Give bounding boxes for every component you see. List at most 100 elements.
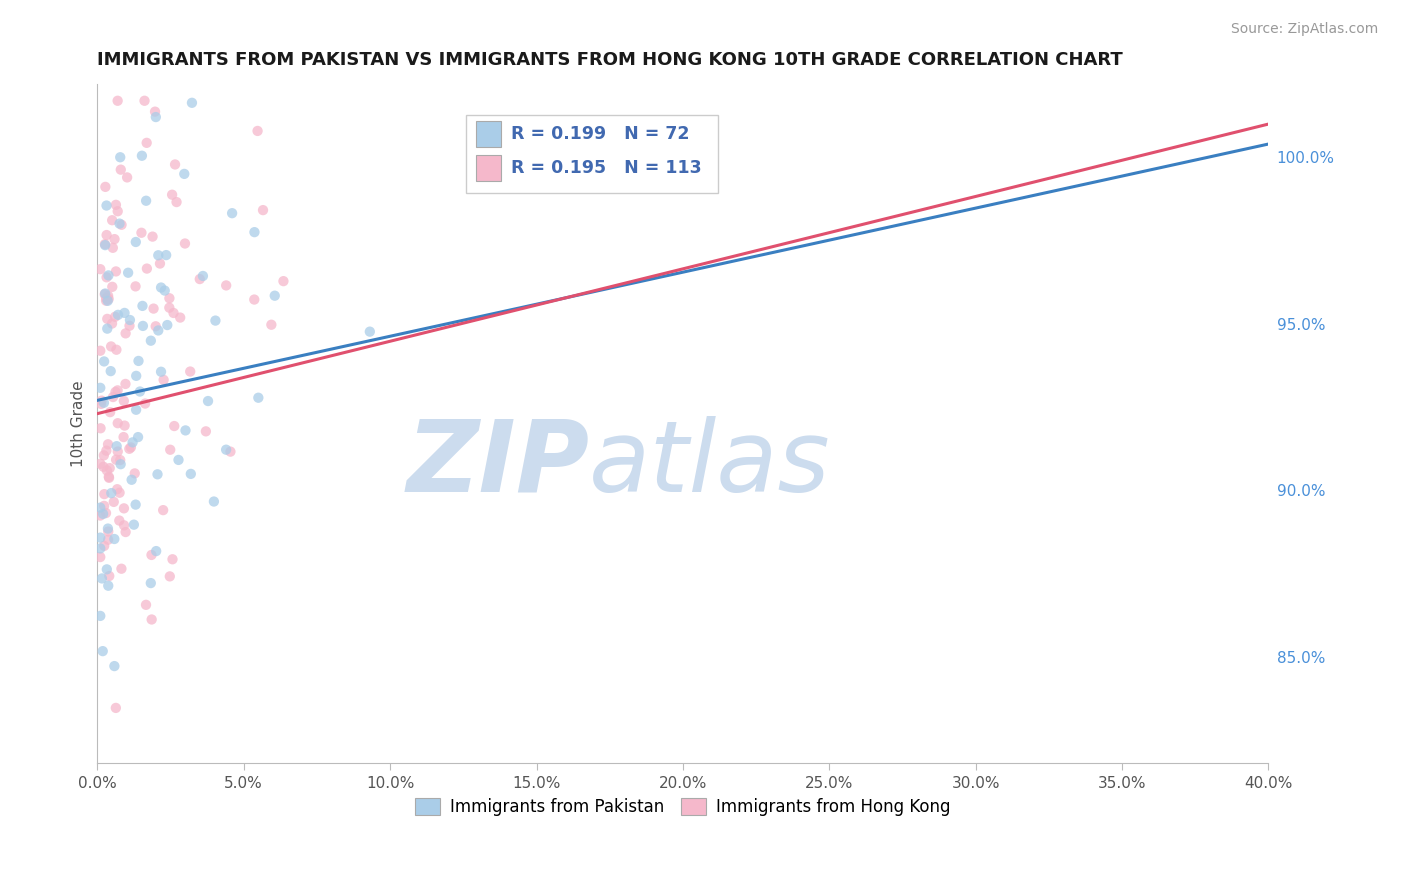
Point — [204, 313, 226, 327]
Point — [107, 384, 129, 398]
Point — [114, 524, 136, 539]
Point — [125, 402, 148, 417]
Point — [246, 124, 269, 138]
Point — [148, 248, 170, 262]
Point — [124, 498, 146, 512]
Point — [91, 507, 114, 521]
Point — [97, 533, 120, 547]
Point — [156, 318, 179, 332]
Point — [91, 644, 114, 658]
Point — [118, 442, 141, 456]
Point — [129, 384, 152, 399]
Point — [118, 313, 141, 327]
Text: Source: ZipAtlas.com: Source: ZipAtlas.com — [1230, 22, 1378, 37]
Point — [125, 368, 148, 383]
Point — [96, 311, 118, 326]
Point — [93, 487, 115, 501]
Point — [104, 310, 127, 324]
Point — [89, 608, 111, 623]
Point — [110, 562, 132, 576]
Point — [221, 206, 243, 220]
Point — [96, 227, 118, 242]
Point — [139, 576, 162, 591]
Point — [128, 354, 150, 368]
Point — [89, 381, 111, 395]
Point — [112, 430, 135, 444]
Point — [90, 397, 112, 411]
Point — [124, 467, 146, 481]
Point — [134, 94, 156, 108]
Point — [108, 514, 131, 528]
Point — [94, 293, 117, 308]
Point — [141, 612, 163, 626]
Point — [101, 390, 124, 404]
Point — [152, 503, 174, 517]
Point — [146, 467, 169, 482]
Point — [107, 416, 129, 430]
Point — [103, 659, 125, 673]
Point — [114, 376, 136, 391]
Point — [90, 393, 112, 408]
Point — [180, 467, 202, 481]
Point — [107, 308, 129, 322]
Point — [96, 562, 118, 576]
Point — [143, 104, 166, 119]
Point — [110, 453, 132, 467]
Point — [135, 194, 157, 208]
FancyBboxPatch shape — [475, 121, 502, 147]
Point — [89, 541, 111, 556]
Point — [97, 292, 120, 306]
Point — [93, 459, 115, 474]
Point — [131, 299, 153, 313]
Point — [134, 396, 156, 410]
Point — [141, 229, 163, 244]
Point — [165, 157, 187, 171]
Point — [121, 473, 143, 487]
Point — [98, 471, 121, 485]
Point — [89, 262, 111, 277]
Point — [202, 494, 225, 508]
Point — [122, 517, 145, 532]
Point — [89, 549, 111, 564]
Point — [149, 256, 172, 270]
Point — [93, 287, 115, 301]
Point — [89, 531, 111, 545]
Point — [96, 198, 118, 212]
Point — [93, 396, 115, 410]
Point — [110, 457, 132, 471]
Point — [112, 501, 135, 516]
Point — [359, 325, 381, 339]
Text: R = 0.199   N = 72: R = 0.199 N = 72 — [510, 125, 689, 143]
Point — [97, 289, 120, 303]
Point — [139, 334, 162, 348]
Point — [89, 343, 111, 358]
Point — [179, 365, 201, 379]
Point — [100, 364, 122, 378]
Point — [90, 421, 112, 435]
Text: IMMIGRANTS FROM PAKISTAN VS IMMIGRANTS FROM HONG KONG 10TH GRADE CORRELATION CHA: IMMIGRANTS FROM PAKISTAN VS IMMIGRANTS F… — [97, 51, 1123, 69]
Point — [181, 95, 204, 110]
Point — [105, 482, 128, 496]
Point — [108, 217, 131, 231]
Point — [103, 532, 125, 546]
Point — [117, 266, 139, 280]
Point — [162, 552, 184, 566]
Point — [145, 544, 167, 558]
Point — [94, 286, 117, 301]
Point — [155, 248, 177, 262]
Point — [131, 226, 153, 240]
Point — [96, 293, 118, 307]
Point — [169, 310, 191, 325]
Point — [96, 321, 118, 335]
Point — [160, 187, 183, 202]
Point — [107, 444, 129, 458]
Text: R = 0.195   N = 113: R = 0.195 N = 113 — [510, 159, 702, 177]
Point — [94, 237, 117, 252]
Point — [97, 268, 120, 283]
Point — [145, 110, 167, 124]
Point — [101, 213, 124, 227]
Point — [97, 437, 120, 451]
FancyBboxPatch shape — [475, 155, 502, 181]
FancyBboxPatch shape — [467, 115, 718, 193]
Point — [98, 405, 121, 419]
